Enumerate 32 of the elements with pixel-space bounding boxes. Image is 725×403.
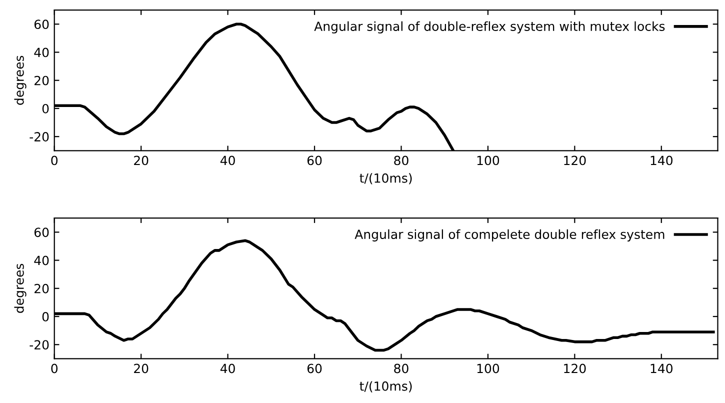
x-tick-label: 80 xyxy=(394,156,408,166)
y-tick-label: 20 xyxy=(34,76,49,86)
legend-label: Angular signal of double-reflex system with mutex locks xyxy=(314,21,665,34)
x-tick-label: 20 xyxy=(134,364,148,374)
x-tick-label: 40 xyxy=(220,156,235,166)
x-tick-label: 120 xyxy=(564,364,586,374)
legend-label: Angular signal of compelete double reflex system xyxy=(354,229,664,242)
x-tick-label: 80 xyxy=(394,364,408,374)
y-tick-label: -20 xyxy=(30,340,49,350)
x-axis-title: t/(10ms) xyxy=(360,173,412,184)
x-tick-label: 100 xyxy=(477,156,500,166)
x-tick-label: 140 xyxy=(650,156,672,166)
y-tick-label: 40 xyxy=(34,48,49,58)
x-tick-label: 0 xyxy=(51,156,58,166)
y-tick-label: 0 xyxy=(42,312,49,322)
x-tick-label: 0 xyxy=(51,364,58,374)
x-tick-label: 100 xyxy=(477,364,500,374)
x-axis-title: t/(10ms) xyxy=(360,381,412,392)
y-tick-label: 60 xyxy=(34,228,49,238)
y-tick-label: 20 xyxy=(34,284,49,294)
x-tick-label: 60 xyxy=(307,364,322,374)
y-tick-label: 60 xyxy=(34,20,49,30)
x-tick-label: 140 xyxy=(650,364,672,374)
y-axis-title: degrees xyxy=(14,264,26,313)
y-tick-label: -20 xyxy=(30,132,49,142)
y-tick-label: 40 xyxy=(34,256,49,266)
y-tick-label: 0 xyxy=(42,104,49,114)
x-tick-label: 20 xyxy=(134,156,148,166)
x-tick-label: 40 xyxy=(220,364,235,374)
x-tick-label: 120 xyxy=(564,156,586,166)
x-tick-label: 60 xyxy=(307,156,322,166)
y-axis-title: degrees xyxy=(14,56,26,105)
